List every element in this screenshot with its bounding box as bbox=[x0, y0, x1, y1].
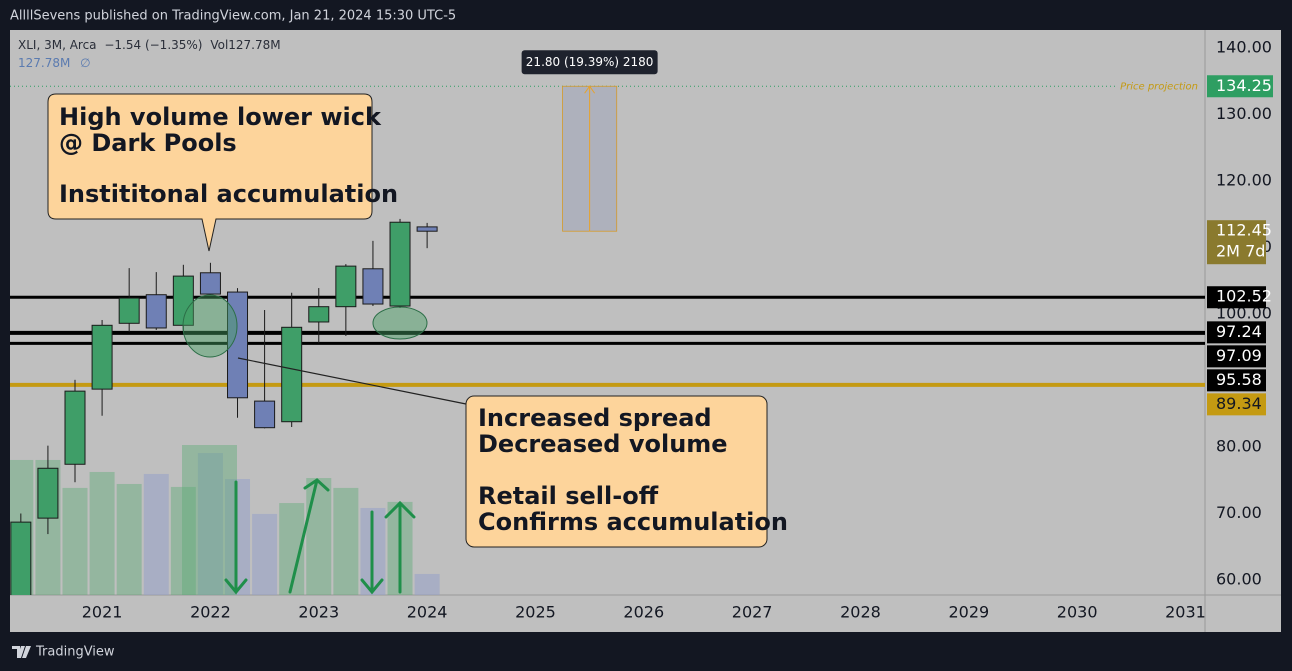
x-tick-label: 2026 bbox=[623, 603, 664, 622]
candles-layer bbox=[10, 218, 438, 595]
x-tick-label: 2028 bbox=[840, 603, 881, 622]
x-tick-label: 2022 bbox=[190, 603, 231, 622]
x-tick-label: 2025 bbox=[515, 603, 556, 622]
level-label-box bbox=[1207, 393, 1266, 416]
callout-text: High volume lower wick bbox=[59, 103, 382, 131]
projection-label: 21.80 (19.39%) 2180 bbox=[526, 55, 654, 69]
x-tick-label: 2021 bbox=[82, 603, 123, 622]
y-tick-label: 130.00 bbox=[1216, 104, 1272, 123]
candle-body bbox=[389, 221, 411, 307]
y-tick-label: 120.00 bbox=[1216, 171, 1272, 190]
y-tick-label: 60.00 bbox=[1216, 569, 1262, 588]
callout-text: Retail sell-off bbox=[478, 482, 659, 510]
candle-body bbox=[416, 226, 438, 232]
countdown: 2M 7d bbox=[1216, 242, 1265, 261]
callout-text: Confirms accumulation bbox=[478, 508, 788, 536]
candle-body bbox=[199, 272, 221, 295]
level-label-box bbox=[1207, 369, 1266, 392]
legend: XLI, 3M, Arca −1.54 (−1.35%) Vol127.78M bbox=[18, 38, 281, 52]
levels-layer bbox=[10, 295, 1205, 387]
level-label: 95.58 bbox=[1216, 370, 1262, 389]
candle-body bbox=[145, 294, 167, 329]
candle-body bbox=[335, 265, 357, 308]
candle-body bbox=[254, 400, 276, 429]
candle-body bbox=[37, 467, 59, 519]
level-label-box bbox=[1207, 286, 1266, 309]
legend-volume-value: 127.78M bbox=[18, 56, 70, 70]
last-price-box bbox=[1207, 220, 1266, 265]
level-label: 97.09 bbox=[1216, 346, 1262, 365]
down-arrow bbox=[360, 510, 384, 595]
legend-volume-line: 127.78M ∅ bbox=[18, 56, 91, 70]
level-label-box bbox=[1207, 321, 1266, 344]
volume-bar bbox=[170, 486, 196, 595]
candle-body bbox=[281, 326, 303, 423]
volume-bar bbox=[225, 479, 251, 595]
volume-bar bbox=[116, 483, 142, 595]
y-tick-label: 70.00 bbox=[1216, 503, 1262, 522]
y-tick-label: 80.00 bbox=[1216, 436, 1262, 455]
volume-bar bbox=[197, 453, 223, 595]
legend-change: −1.54 (−1.35%) bbox=[104, 38, 202, 52]
projection-arrow bbox=[584, 85, 596, 232]
brand: TradingView bbox=[35, 645, 115, 660]
volume-highlight bbox=[182, 445, 237, 595]
level-label: 89.34 bbox=[1216, 394, 1262, 413]
level-label-box bbox=[1207, 345, 1266, 368]
candle-body bbox=[227, 291, 249, 399]
callout-text: Decreased volume bbox=[478, 430, 728, 458]
callout-box bbox=[465, 395, 768, 548]
legend-flag: ∅ bbox=[80, 56, 90, 70]
candle-body bbox=[64, 390, 86, 465]
callout-text: Instititonal accumulation bbox=[59, 180, 398, 208]
volume-bar bbox=[252, 513, 278, 595]
legend-volume: 127.78M bbox=[228, 38, 280, 52]
callout-box bbox=[47, 93, 373, 252]
up-arrow bbox=[384, 500, 416, 594]
arrows bbox=[224, 478, 416, 595]
up-arrow bbox=[288, 478, 330, 594]
down-arrow bbox=[224, 480, 248, 595]
projection-label-box bbox=[521, 50, 658, 75]
highlight-ellipse bbox=[182, 294, 238, 358]
projection-layer: Price projection bbox=[10, 81, 1198, 232]
volume-bar bbox=[306, 478, 332, 595]
candle-body bbox=[362, 268, 384, 305]
legend-volume-label: Vol bbox=[210, 38, 228, 52]
target-label: 134.25 bbox=[1216, 76, 1272, 95]
projection-line-label: Price projection bbox=[1120, 81, 1198, 92]
candle-body bbox=[118, 297, 140, 324]
publisher: AllllSevens published on TradingView.com… bbox=[10, 9, 456, 24]
x-tick-label: 2031 bbox=[1165, 603, 1206, 622]
volume-bar bbox=[143, 473, 169, 595]
x-tick-label: 2027 bbox=[732, 603, 773, 622]
brand-logo bbox=[12, 646, 31, 658]
last-price-label: 112.45 bbox=[1216, 221, 1272, 240]
y-tick-label: 140.00 bbox=[1216, 38, 1272, 57]
target-box bbox=[1207, 75, 1273, 98]
volume-bar bbox=[62, 487, 88, 595]
legend-symbol: XLI, 3M, Arca bbox=[18, 38, 97, 52]
x-tick-label: 2030 bbox=[1057, 603, 1098, 622]
candle-body bbox=[308, 306, 330, 323]
x-tick-label: 2029 bbox=[948, 603, 989, 622]
callout-pointer bbox=[237, 357, 467, 405]
volume-bar bbox=[414, 573, 440, 595]
candle-body bbox=[91, 324, 113, 390]
volume-bar bbox=[89, 471, 115, 595]
callout-text: Increased spread bbox=[478, 404, 712, 432]
highlight-ellipse bbox=[372, 306, 428, 340]
y-tick-label: 100.00 bbox=[1216, 303, 1272, 322]
x-tick-label: 2024 bbox=[407, 603, 448, 622]
x-tick-label: 2023 bbox=[298, 603, 339, 622]
level-label: 102.52 bbox=[1216, 287, 1272, 306]
volume-bar bbox=[333, 487, 359, 595]
callout-text: @ Dark Pools bbox=[59, 129, 237, 157]
candle-body bbox=[10, 521, 32, 595]
level-label: 97.24 bbox=[1216, 322, 1262, 341]
